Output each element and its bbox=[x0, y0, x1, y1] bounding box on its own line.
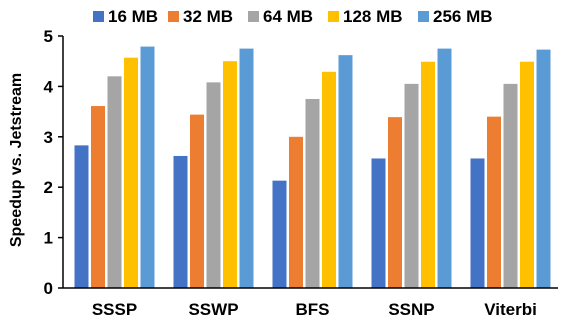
bar-sswp-16mb bbox=[173, 155, 188, 288]
x-tick-label: Viterbi bbox=[484, 300, 537, 319]
bar-ssnp-16mb bbox=[371, 158, 386, 288]
bar-sssp-32mb bbox=[91, 106, 105, 288]
legend: 16 MB 32 MB 64 MB 128 MB 256 MB bbox=[93, 7, 493, 26]
legend-label: 32 MB bbox=[183, 7, 233, 26]
bar-sswp-256mb bbox=[239, 48, 254, 288]
legend-swatch bbox=[168, 11, 179, 22]
bar-ssnp-32mb bbox=[388, 117, 402, 288]
x-axis-labels: SSSP SSWP BFS SSNP Viterbi bbox=[92, 300, 537, 319]
bar-sswp-64mb bbox=[206, 82, 221, 288]
y-axis-ticks: 0 1 2 3 4 5 bbox=[44, 27, 63, 298]
legend-label: 128 MB bbox=[343, 7, 403, 26]
bar-bfs-16mb bbox=[272, 180, 287, 288]
legend-label: 256 MB bbox=[433, 7, 493, 26]
bar-viterbi-256mb bbox=[536, 49, 551, 288]
bar-bfs-32mb bbox=[289, 136, 303, 288]
bar-sssp-256mb bbox=[140, 46, 155, 288]
x-tick-label: SSSP bbox=[92, 300, 137, 319]
bar-sssp-64mb bbox=[107, 76, 122, 288]
x-tick-label: BFS bbox=[296, 300, 330, 319]
legend-swatch bbox=[418, 11, 429, 22]
bar-sswp-32mb bbox=[190, 114, 204, 289]
bar-ssnp-256mb bbox=[437, 48, 452, 288]
y-tick-label: 5 bbox=[44, 27, 53, 46]
y-tick-label: 4 bbox=[44, 77, 54, 96]
y-tick-label: 0 bbox=[44, 279, 53, 298]
bar-bfs-64mb bbox=[305, 99, 320, 288]
x-tick-label: SSNP bbox=[388, 300, 434, 319]
y-tick-label: 1 bbox=[44, 229, 53, 248]
x-tick-label: SSWP bbox=[188, 300, 238, 319]
bar-viterbi-128mb bbox=[520, 61, 534, 289]
bar-sssp-16mb bbox=[74, 145, 89, 288]
bar-sswp-128mb bbox=[223, 61, 237, 289]
legend-label: 16 MB bbox=[108, 7, 158, 26]
y-tick-label: 3 bbox=[44, 128, 53, 147]
legend-swatch bbox=[248, 11, 259, 22]
bar-bfs-128mb bbox=[322, 71, 336, 288]
legend-swatch bbox=[93, 11, 104, 22]
bar-ssnp-64mb bbox=[404, 83, 419, 288]
bar-viterbi-64mb bbox=[503, 83, 518, 288]
bar-sssp-128mb bbox=[124, 57, 138, 289]
legend-swatch bbox=[328, 11, 339, 22]
bars bbox=[74, 46, 551, 289]
legend-label: 64 MB bbox=[263, 7, 313, 26]
y-tick-label: 2 bbox=[44, 178, 53, 197]
bar-viterbi-16mb bbox=[470, 158, 485, 288]
bar-viterbi-32mb bbox=[487, 116, 501, 288]
y-axis-title: Speedup vs. Jetstream bbox=[8, 73, 25, 247]
bar-ssnp-128mb bbox=[421, 61, 435, 289]
bar-bfs-256mb bbox=[338, 55, 353, 288]
